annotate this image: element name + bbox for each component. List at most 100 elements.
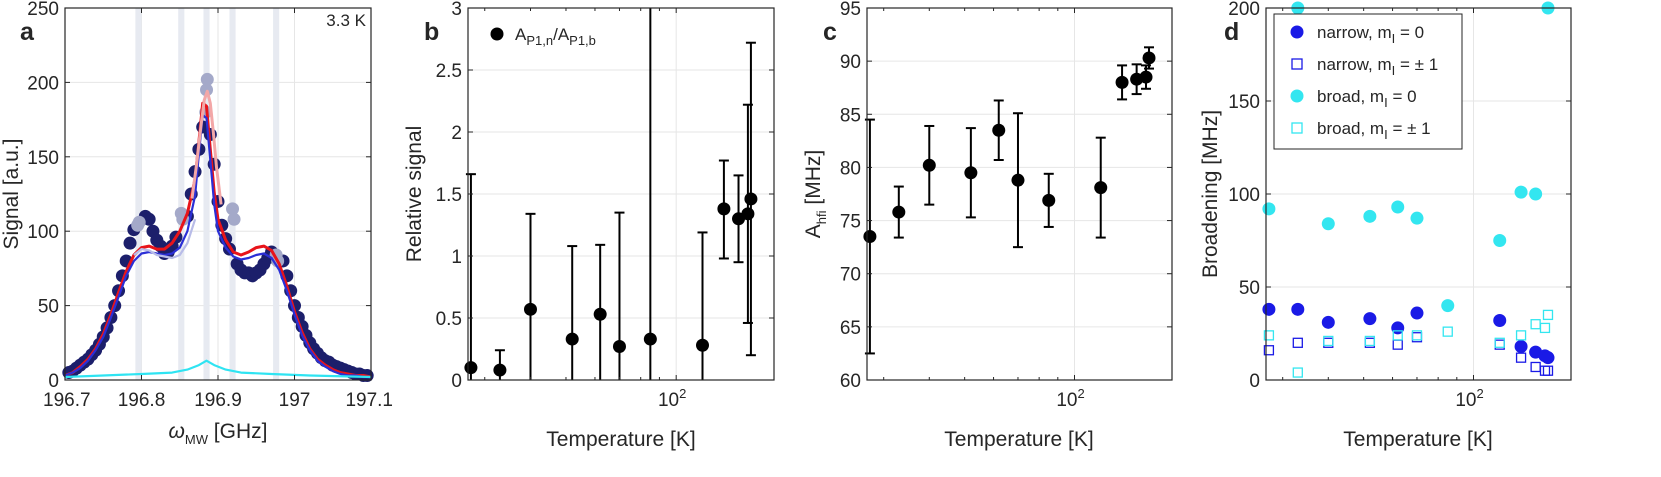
panel-d-data-points [1262, 1, 1555, 378]
panel-a-xlabel-sub: MW [185, 432, 209, 447]
panel-a-data-point-light [200, 83, 214, 97]
panel-a-shaded-band [135, 8, 142, 380]
panel-d-point-series-2 [1391, 200, 1405, 214]
panel-d-point-series-3 [1364, 335, 1376, 347]
legend-label-narrow-mi0-sub: I [1392, 31, 1396, 46]
panel-b-ytick-label: 2.5 [436, 61, 462, 82]
panel-b-xtick-label-base: 10 [658, 390, 679, 411]
panel-b-legend-label: AP1,n/AP1,b [515, 25, 596, 48]
panel-d-point-series-3 [1515, 330, 1527, 341]
panel-b-data-point [523, 302, 537, 316]
panel-c-ytick-label: 60 [840, 371, 861, 392]
panel-b-legend-sub1: P1,n [526, 33, 553, 48]
panel-a-shaded-band [273, 8, 280, 380]
legend-label-narrow-mi0-main: narrow, m [1317, 23, 1392, 42]
panel-a-ytick-label: 250 [27, 0, 59, 20]
panel-b-ytick-label: 1.5 [436, 185, 462, 206]
panel-c-letter: c [823, 18, 837, 46]
panel-c-data-point [892, 205, 906, 219]
legend-label-narrow-mi1: narrow, mI = ± 1 [1317, 55, 1438, 78]
panel-d-point-series-0 [1363, 312, 1377, 326]
panel-d-point-series-1 [1292, 337, 1303, 348]
panel-d-ytick-label: 200 [1228, 0, 1260, 20]
panel-b-data-point [565, 332, 579, 346]
panel-a-data-point-light [132, 215, 146, 229]
panel-d-point-series-2 [1493, 234, 1507, 247]
panel-b-data-point [643, 332, 657, 346]
panel-a-data-point-light [227, 212, 241, 226]
panel-d-point-series-2 [1363, 209, 1377, 223]
panel-b-xlabel: Temperature [K] [546, 428, 695, 451]
panel-a-xtick-label: 196.8 [118, 390, 166, 411]
panel-a-xtick-label: 196.7 [43, 390, 91, 411]
legend-label-broad-mi0-main: broad, m [1317, 87, 1384, 106]
panel-b-data-point [593, 307, 607, 321]
panel-c-ticks: 102 60 65 70 75 80 85 90 95 [840, 0, 1172, 411]
panel-d-point-series-0 [1262, 302, 1276, 316]
panel-b-legend-marker [490, 27, 504, 41]
panel-d-point-series-3 [1542, 309, 1554, 321]
panel-b-ylabel: Relative signal [403, 126, 426, 263]
panel-d-point-series-2 [1410, 211, 1424, 225]
panel-d-ytick-label: 0 [1249, 371, 1260, 392]
legend-label-narrow-mi0-rest: = 0 [1395, 23, 1424, 42]
legend-label-broad-mi0-sub: I [1384, 95, 1388, 110]
panel-c-axes-box [866, 7, 1173, 381]
legend-label-narrow-mi1-sub: I [1392, 63, 1396, 78]
panel-c-data-point [964, 166, 978, 180]
legend-label-broad-mi0-rest: = 0 [1388, 87, 1417, 106]
panel-d-letter: d [1224, 18, 1239, 46]
panel-a-data-point [142, 212, 156, 226]
panel-b-ytick-label: 0 [451, 371, 462, 392]
panel-a-xtick-label: 197 [279, 390, 311, 411]
panel-d-ylabel: Broadening [MHz] [1199, 110, 1222, 278]
panel-b-letter: b [424, 18, 439, 46]
panel-d-point-series-0 [1514, 340, 1528, 354]
panel-a-xlabel: ωMW [GHz] [169, 420, 268, 447]
panel-a-data-point [123, 236, 137, 250]
panel-c-ylabel-sub: hfi [814, 210, 829, 224]
panel-b-data-point [744, 192, 758, 206]
panel-c-data-point [1139, 70, 1153, 84]
panel-a-ytick-label: 50 [38, 297, 59, 318]
panel-c-data-point [1115, 75, 1129, 89]
panel-c-data-point [1094, 181, 1108, 195]
panel-a-fit-pink [190, 89, 223, 205]
panel-d-point-series-3 [1292, 367, 1303, 378]
panel-a-ytick-label: 100 [27, 222, 59, 243]
panel-a-ylabel: Signal [a.u.] [0, 139, 23, 250]
panel-d-point-series-0 [1493, 313, 1507, 327]
panel-c-xtick-label-exponent: 2 [1077, 386, 1084, 401]
panel-a: 196.7 196.8 196.9 197 197.1 0 50 100 150 200 250 a… [0, 0, 393, 447]
panel-b-data-point [696, 338, 710, 352]
panel-d-point-series-2 [1262, 202, 1276, 216]
panel-b-data-point [741, 207, 755, 221]
panel-c-ytick-label: 90 [840, 52, 861, 73]
panel-c-ylabel: Ahfi [MHz] [802, 150, 829, 238]
panel-d-point-series-3 [1411, 330, 1423, 341]
panel-d-legend: narrow, mI = 0 narrow, mI = ± 1 broad, m… [1273, 13, 1463, 150]
legend-label-narrow-mi0: narrow, mI = 0 [1317, 23, 1424, 46]
panel-b-xtick-label-exponent: 2 [679, 386, 686, 401]
panel-d-point-series-0 [1291, 302, 1305, 316]
panel-d-point-series-0 [1410, 306, 1424, 320]
panel-d-point-series-1 [1515, 352, 1527, 363]
legend-marker-broad-mi1 [1291, 122, 1303, 134]
legend-label-broad-mi0: broad, mI = 0 [1317, 87, 1417, 110]
panel-c-xlabel: Temperature [K] [944, 428, 1093, 451]
panel-a-xtick-label: 196.9 [194, 390, 242, 411]
legend-label-broad-mi1-sub: I [1384, 127, 1388, 142]
panel-d-xtick-label-base: 10 [1455, 390, 1476, 411]
panel-c-ytick-label: 75 [840, 212, 861, 233]
panel-a-xlabel-main: ω [169, 420, 185, 443]
legend-label-broad-mi1-rest: = ± 1 [1388, 119, 1431, 138]
panel-b-legend-main: A [515, 25, 527, 44]
panel-b-legend-sub2: P1,b [569, 33, 596, 48]
legend-marker-narrow-mi1 [1291, 58, 1303, 70]
panel-a-fit-lines-top [64, 89, 372, 379]
panel-a-ytick-label: 200 [27, 73, 59, 94]
panel-d-ytick-label: 150 [1228, 92, 1260, 113]
panel-d-ytick-label: 100 [1228, 185, 1260, 206]
panel-a-data-point-light [200, 72, 214, 86]
